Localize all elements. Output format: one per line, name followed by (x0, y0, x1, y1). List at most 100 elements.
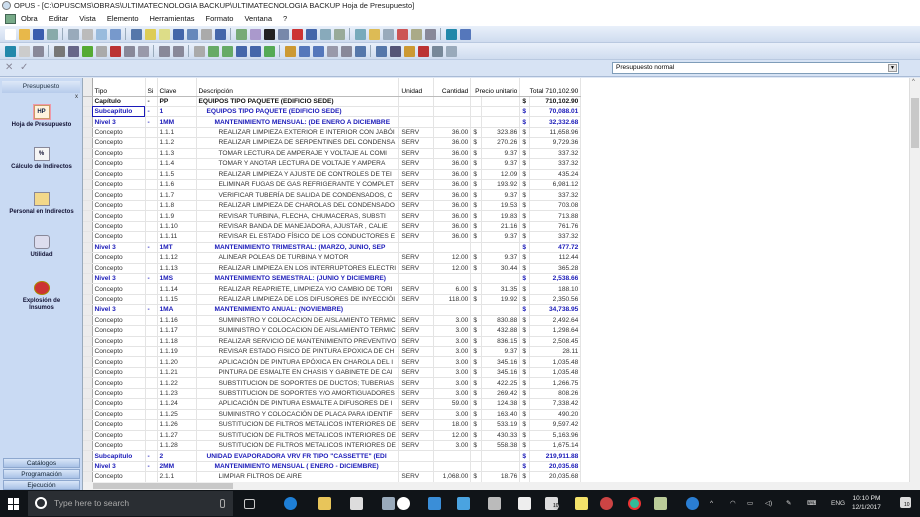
budget-type-select[interactable]: Presupuesto normal ▼ (612, 62, 899, 74)
toolbar1-button-icon-1[interactable] (18, 28, 30, 40)
precio-cell[interactable]: 558.38 (481, 440, 521, 452)
total-cell[interactable]: 2,492.64 (529, 315, 582, 327)
precio-currency[interactable] (470, 96, 483, 107)
total-cell[interactable]: 9,597.42 (529, 419, 582, 431)
descripcion-cell[interactable]: PINTURA DE ESMALTE EN CHASIS Y GABINETE … (196, 367, 400, 379)
microphone-icon[interactable] (220, 499, 225, 508)
si-cell[interactable] (145, 127, 158, 139)
clave-cell[interactable]: 1.1.5 (157, 169, 197, 181)
toolbar1-button-icon-13[interactable] (172, 28, 184, 40)
unidad-cell[interactable]: SERV (398, 409, 435, 421)
tipo-cell[interactable]: Concepto (92, 419, 146, 431)
clave-cell[interactable]: 1.1.11 (157, 231, 197, 243)
unidad-cell[interactable] (398, 304, 435, 316)
sidebar-item-utilidad[interactable]: Utilidad (0, 235, 83, 259)
col-cantidad[interactable]: Cantidad (433, 78, 472, 97)
precio-cell[interactable]: 19.92 (481, 294, 521, 306)
descripcion-cell[interactable]: SUSTITUCION DE FILTROS METALICOS INTERIO… (196, 419, 400, 431)
toolbar1-button-icon-12[interactable] (158, 28, 170, 40)
si-cell[interactable] (145, 440, 158, 452)
unidad-cell[interactable] (398, 116, 435, 128)
precio-currency[interactable]: $ (470, 430, 483, 441)
clave-cell[interactable]: 1.1.17 (157, 325, 197, 337)
tipo-cell[interactable]: Nivel 3 (92, 116, 146, 128)
toolbar2-button-icon-32[interactable] (417, 45, 429, 57)
table-row[interactable]: Concepto 1.1.12 ALINEAR POLEAS DE TURBINA … (83, 252, 582, 264)
si-cell[interactable]: - (145, 106, 158, 118)
calculator-icon[interactable] (488, 497, 501, 510)
vertical-scrollbar[interactable]: ^ (909, 78, 920, 482)
total-currency[interactable]: $ (519, 169, 531, 181)
precio-cell[interactable]: 18.76 (481, 471, 521, 483)
table-row[interactable]: Nivel 3-2MM MANTENIMIENTO MENSUAL ( ENERO… (83, 461, 582, 473)
total-currency[interactable]: $ (519, 398, 531, 410)
cantidad-cell[interactable]: 36.00 (433, 137, 472, 149)
toolbar1-button-icon-0[interactable] (4, 28, 16, 40)
precio-cell[interactable] (481, 242, 521, 254)
table-row[interactable]: Concepto 1.1.7 VERIFICAR TUBERÍA DE SALIDA… (83, 189, 582, 201)
toolbar1-button-icon-14[interactable] (186, 28, 198, 40)
cantidad-cell[interactable]: 3.00 (433, 377, 472, 389)
toolbar1-button-icon-6[interactable] (81, 28, 93, 40)
total-currency[interactable]: $ (519, 273, 531, 285)
precio-currency[interactable]: $ (470, 336, 483, 348)
cortana-icon[interactable] (35, 497, 47, 509)
precio-currency[interactable] (470, 273, 483, 285)
total-currency[interactable]: $ (519, 106, 531, 118)
descripcion-cell[interactable]: ELIMINAR FUGAS DE GAS REFRIGERANTE Y COM… (196, 179, 400, 191)
si-cell[interactable] (145, 221, 158, 233)
store-icon[interactable] (350, 497, 363, 510)
table-row[interactable]: Concepto 1.1.11 REVISAR EL ESTADO FÍSICO D… (83, 231, 582, 243)
toolbar2-button-icon-4[interactable] (53, 45, 65, 57)
descripcion-cell[interactable]: SUMINISTRO Y COLOCACION DE AISLAMIENTO T… (196, 315, 400, 327)
unidad-cell[interactable]: SERV (398, 346, 435, 358)
pen-icon[interactable]: ✎ (786, 500, 792, 507)
toolbar1-button-icon-24[interactable] (319, 28, 331, 40)
toolbar1-button-icon-20[interactable] (263, 28, 275, 40)
precio-currency[interactable]: $ (470, 221, 483, 233)
clave-cell[interactable]: 1.1.21 (157, 367, 197, 379)
toolbar1-button-icon-7[interactable] (95, 28, 107, 40)
clave-cell[interactable]: 1.1.2 (157, 137, 197, 149)
table-row[interactable]: Nivel 3-1MT MANTENIMIENTO TRIMESTRAL: (MA… (83, 242, 582, 254)
descripcion-cell[interactable]: MANTENIMIENTO MENSUAL: (DE ENERO A DICIE… (196, 116, 400, 128)
wifi-icon[interactable]: ◠ (730, 500, 736, 507)
document-menu-icon[interactable] (5, 13, 16, 24)
total-currency[interactable]: $ (519, 388, 531, 400)
unidad-cell[interactable]: SERV (398, 367, 435, 379)
precio-cell[interactable]: 124.38 (481, 398, 521, 410)
precio-cell[interactable]: 21.16 (481, 221, 521, 233)
unidad-cell[interactable]: SERV (398, 189, 435, 201)
precio-cell[interactable]: 345.16 (481, 367, 521, 379)
precio-currency[interactable]: $ (470, 471, 483, 483)
si-cell[interactable]: - (145, 461, 158, 473)
cantidad-cell[interactable]: 12.00 (433, 263, 472, 274)
total-currency[interactable]: $ (519, 137, 531, 149)
si-cell[interactable] (145, 377, 158, 389)
opus-taskbar-icon[interactable] (600, 497, 613, 510)
cantidad-cell[interactable]: 3.00 (433, 367, 472, 379)
tipo-cell[interactable]: Concepto (92, 158, 146, 170)
cantidad-cell[interactable]: 3.00 (433, 346, 472, 358)
table-row[interactable]: Concepto 1.1.2 REALIZAR LIMPIEZA DE SERPEN… (83, 137, 582, 149)
unidad-cell[interactable] (398, 96, 435, 107)
tipo-cell[interactable]: Subcapítulo (92, 450, 146, 462)
tipo-cell[interactable]: Concepto (92, 430, 146, 441)
total-cell[interactable]: 1,266.75 (529, 377, 582, 389)
language-indicator[interactable]: ENG (831, 500, 846, 507)
precio-currency[interactable]: $ (470, 189, 483, 201)
precio-currency[interactable] (470, 461, 483, 473)
precio-cell[interactable]: 9.37 (481, 346, 521, 358)
clave-cell[interactable]: 1.1.19 (157, 346, 197, 358)
cantidad-cell[interactable] (433, 461, 472, 473)
cantidad-cell[interactable]: 3.00 (433, 325, 472, 337)
sidebar-header[interactable]: Presupuesto (2, 81, 80, 93)
sidebar-item-explosion-insumos[interactable]: Explosión de Insumos (0, 281, 83, 312)
total-currency[interactable]: $ (519, 336, 531, 348)
si-cell[interactable] (145, 169, 158, 181)
accept-edit-icon[interactable]: ✓ (20, 62, 29, 73)
si-cell[interactable]: - (145, 450, 158, 462)
descripcion-cell[interactable]: EQUIPOS TIPO PAQUETE (EDIFICIO SEDE) (196, 106, 400, 118)
precio-cell[interactable]: 323.86 (481, 127, 521, 139)
sidebar-item-calculo-indirectos[interactable]: % Cálculo de Indirectos (0, 147, 83, 171)
